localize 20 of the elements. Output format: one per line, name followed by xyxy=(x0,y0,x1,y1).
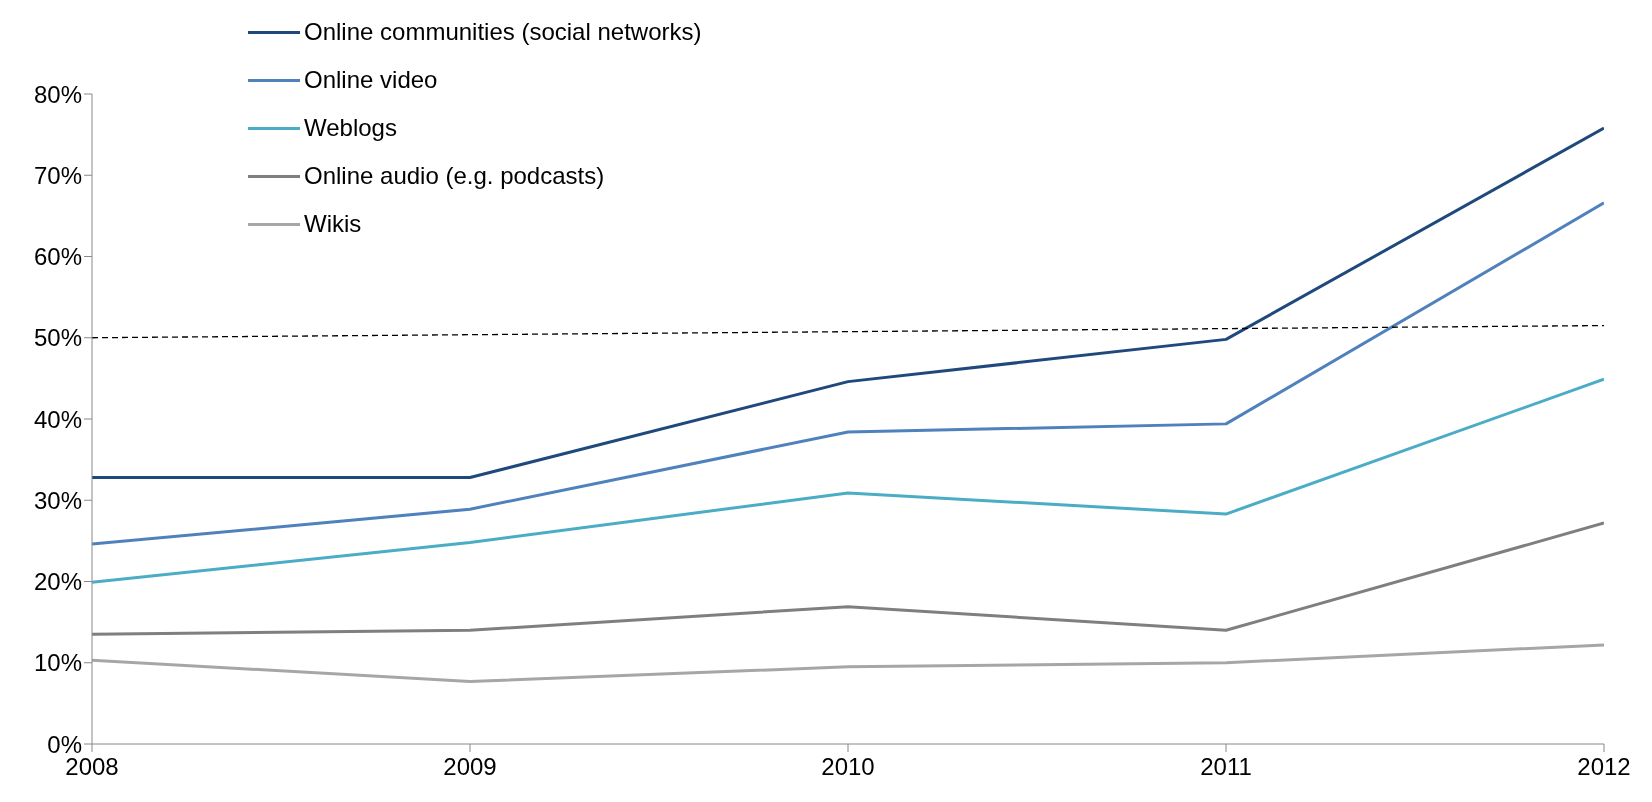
line-series xyxy=(92,201,1604,546)
x-tick-label: 2010 xyxy=(821,753,875,781)
y-tick-label: 60% xyxy=(33,243,82,271)
x-tick-label: 2011 xyxy=(1200,753,1252,781)
line-series xyxy=(92,643,1604,683)
legend-label: Online audio (e.g. podcasts) xyxy=(304,162,605,190)
y-tick-label: 10% xyxy=(33,649,82,677)
y-tick-label: 70% xyxy=(33,161,82,189)
legend-label: Weblogs xyxy=(304,114,397,142)
legend-label: Online video xyxy=(304,66,438,94)
legend-label: Online communities (social networks) xyxy=(304,18,702,46)
y-tick-label: 80% xyxy=(33,80,82,108)
y-tick-label: 50% xyxy=(33,324,82,352)
legend-label: Wikis xyxy=(304,210,362,238)
line-series xyxy=(92,377,1604,584)
y-tick-label: 40% xyxy=(33,405,82,433)
x-tick-label: 2009 xyxy=(443,753,497,781)
x-tick-label: 2012 xyxy=(1577,753,1631,781)
y-tick-label: 30% xyxy=(33,486,82,514)
y-tick-label: 20% xyxy=(33,568,82,596)
